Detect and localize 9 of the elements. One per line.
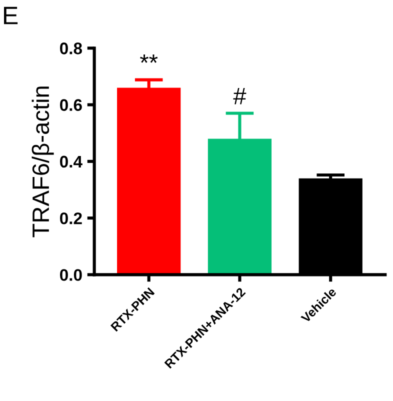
y-tick-label: 0.8 xyxy=(60,42,82,54)
annotation: # xyxy=(233,88,246,104)
y-tick-label: 0.0 xyxy=(60,269,82,281)
y-tick-label: 0.4 xyxy=(60,156,82,168)
y-tick-label: 0.2 xyxy=(60,212,82,224)
y-axis-title: TRAF6/β-actin xyxy=(32,86,54,238)
annotation: ** xyxy=(140,54,158,63)
text: E xyxy=(4,6,18,24)
y-tick-label: 0.6 xyxy=(60,99,82,111)
